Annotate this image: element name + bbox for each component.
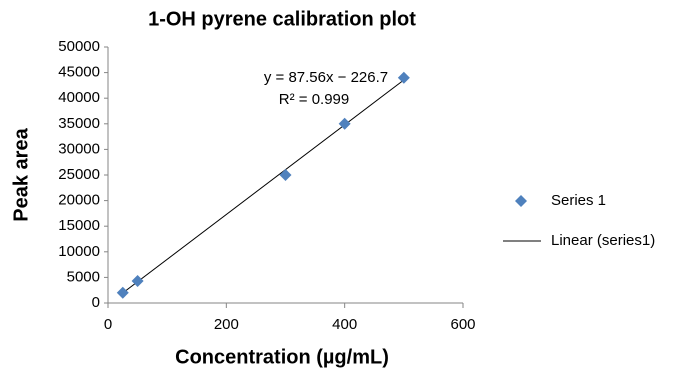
y-tick-label: 5000 (67, 268, 100, 285)
data-point (131, 274, 144, 287)
y-tick-label: 15000 (58, 217, 100, 234)
y-tick-label: 35000 (58, 115, 100, 132)
equation: y = 87.56x − 226.7 (264, 69, 388, 86)
x-tick-label: 600 (450, 316, 475, 333)
y-tick-label: 45000 (58, 64, 100, 81)
y-tick-label: 30000 (58, 140, 100, 157)
y-tick-label: 50000 (58, 38, 100, 55)
y-tick-label: 40000 (58, 89, 100, 106)
x-axis-label: Concentration (µg/mL) (175, 346, 389, 368)
y-axis-label: Peak area (10, 127, 32, 221)
legend-label: Series 1 (551, 192, 606, 209)
data-point (116, 286, 129, 299)
data-point (338, 117, 351, 130)
data-point (397, 71, 410, 84)
y-tick-label: 0 (92, 294, 100, 311)
y-tick-label: 10000 (58, 243, 100, 260)
x-tick-label: 400 (332, 316, 357, 333)
y-tick-label: 25000 (58, 166, 100, 183)
x-tick-label: 0 (104, 316, 112, 333)
data-point (279, 169, 292, 181)
trend-line (122, 79, 405, 294)
chart-title: 1-OH pyrene calibration plot (148, 8, 416, 30)
legend-label: Linear (series1) (551, 232, 655, 249)
r-squared: R² = 0.999 (279, 91, 349, 108)
y-tick-label: 20000 (58, 192, 100, 209)
legend-marker (515, 195, 527, 207)
x-tick-label: 200 (214, 316, 239, 333)
